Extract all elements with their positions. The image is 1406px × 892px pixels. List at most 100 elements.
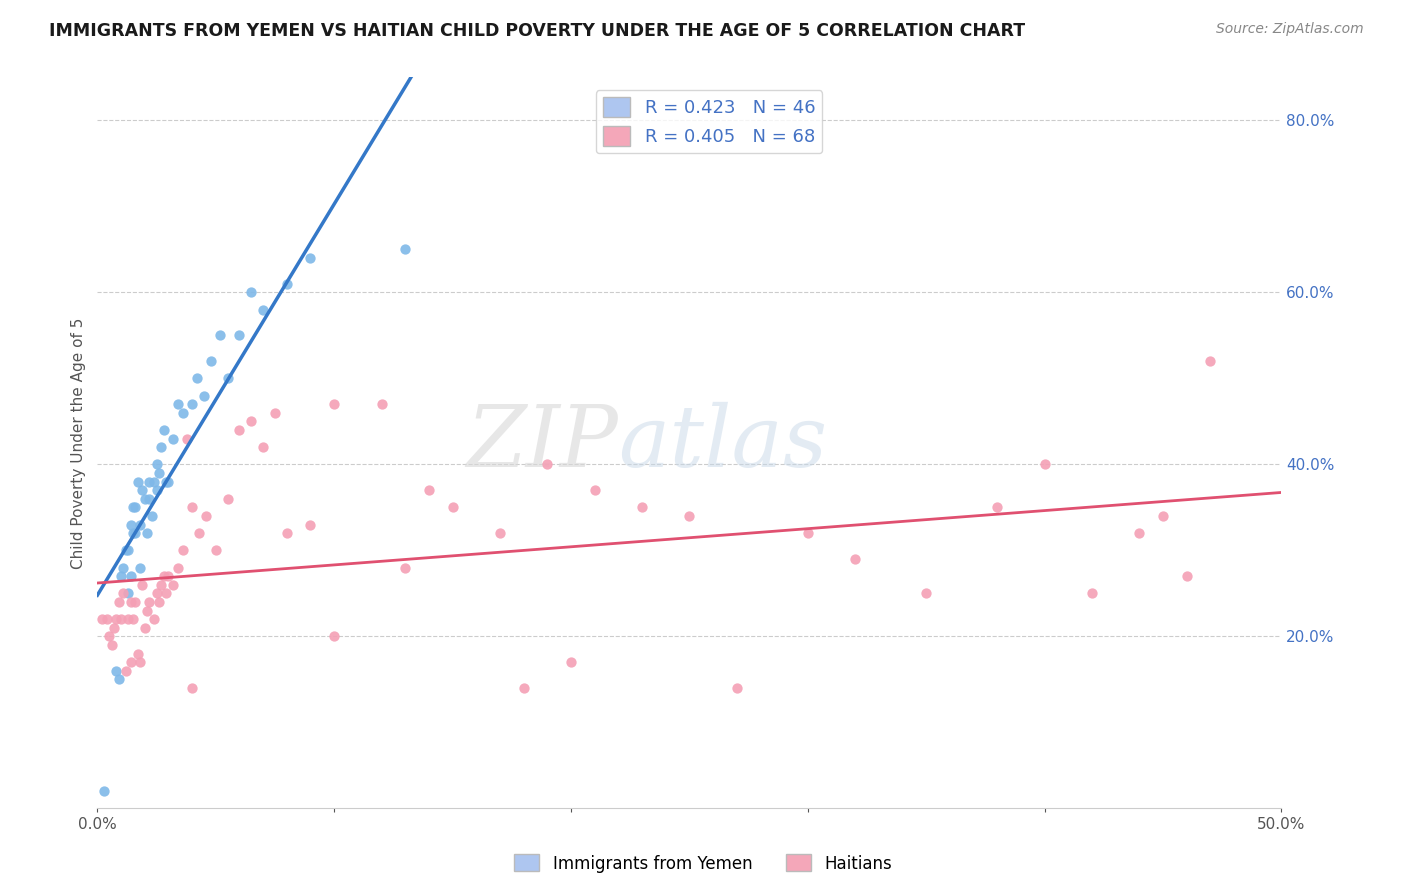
- Point: [264, 406, 287, 420]
- Point: [134, 491, 156, 506]
- Point: [1199, 354, 1222, 368]
- Point: [162, 578, 184, 592]
- Point: [129, 560, 152, 574]
- Point: [323, 629, 346, 643]
- Point: [172, 543, 194, 558]
- Point: [138, 475, 160, 489]
- Point: [200, 354, 222, 368]
- Point: [228, 328, 250, 343]
- Point: [112, 560, 135, 574]
- Point: [1152, 508, 1174, 523]
- Point: [252, 440, 274, 454]
- Point: [986, 500, 1008, 515]
- Point: [120, 655, 142, 669]
- Point: [204, 543, 226, 558]
- Point: [110, 569, 132, 583]
- Point: [122, 526, 145, 541]
- Point: [143, 475, 166, 489]
- Point: [114, 664, 136, 678]
- Point: [678, 508, 700, 523]
- Point: [181, 397, 204, 411]
- Point: [152, 423, 174, 437]
- Point: [172, 406, 194, 420]
- Point: [120, 595, 142, 609]
- Point: [124, 595, 146, 609]
- Point: [91, 612, 114, 626]
- Point: [1175, 569, 1198, 583]
- Point: [560, 655, 582, 669]
- Point: [181, 500, 204, 515]
- Point: [725, 681, 748, 695]
- Point: [110, 612, 132, 626]
- Point: [107, 595, 129, 609]
- Point: [122, 612, 145, 626]
- Point: [209, 328, 232, 343]
- Point: [145, 483, 167, 498]
- Point: [583, 483, 606, 498]
- Point: [195, 508, 218, 523]
- Point: [114, 543, 136, 558]
- Point: [134, 621, 156, 635]
- Point: [155, 475, 177, 489]
- Point: [1081, 586, 1104, 600]
- Point: [103, 621, 125, 635]
- Text: IMMIGRANTS FROM YEMEN VS HAITIAN CHILD POVERTY UNDER THE AGE OF 5 CORRELATION CH: IMMIGRANTS FROM YEMEN VS HAITIAN CHILD P…: [49, 22, 1025, 40]
- Point: [127, 647, 149, 661]
- Point: [1128, 526, 1150, 541]
- Point: [240, 285, 263, 300]
- Point: [117, 586, 139, 600]
- Point: [131, 483, 153, 498]
- Point: [162, 432, 184, 446]
- Point: [188, 526, 211, 541]
- Point: [418, 483, 440, 498]
- Point: [124, 526, 146, 541]
- Point: [276, 277, 298, 291]
- Point: [138, 491, 160, 506]
- Point: [631, 500, 654, 515]
- Point: [150, 440, 173, 454]
- Point: [145, 586, 167, 600]
- Point: [117, 543, 139, 558]
- Point: [252, 302, 274, 317]
- Point: [193, 389, 215, 403]
- Y-axis label: Child Poverty Under the Age of 5: Child Poverty Under the Age of 5: [72, 318, 86, 568]
- Point: [915, 586, 938, 600]
- Point: [107, 673, 129, 687]
- Point: [157, 475, 180, 489]
- Point: [131, 578, 153, 592]
- Point: [148, 466, 170, 480]
- Point: [155, 586, 177, 600]
- Point: [489, 526, 512, 541]
- Point: [129, 655, 152, 669]
- Point: [228, 423, 250, 437]
- Point: [176, 432, 198, 446]
- Point: [98, 629, 121, 643]
- Legend: R = 0.423   N = 46, R = 0.405   N = 68: R = 0.423 N = 46, R = 0.405 N = 68: [596, 90, 823, 153]
- Point: [152, 569, 174, 583]
- Point: [145, 458, 167, 472]
- Point: [117, 612, 139, 626]
- Point: [394, 560, 416, 574]
- Point: [512, 681, 534, 695]
- Point: [181, 681, 204, 695]
- Point: [536, 458, 558, 472]
- Text: ZIP: ZIP: [467, 401, 619, 484]
- Point: [124, 500, 146, 515]
- Point: [157, 569, 180, 583]
- Point: [370, 397, 392, 411]
- Point: [844, 552, 866, 566]
- Point: [96, 612, 118, 626]
- Point: [217, 371, 239, 385]
- Point: [441, 500, 464, 515]
- Point: [299, 517, 322, 532]
- Point: [122, 500, 145, 515]
- Point: [120, 569, 142, 583]
- Point: [240, 414, 263, 428]
- Point: [138, 595, 160, 609]
- Point: [323, 397, 346, 411]
- Text: Source: ZipAtlas.com: Source: ZipAtlas.com: [1216, 22, 1364, 37]
- Point: [167, 560, 190, 574]
- Point: [136, 604, 159, 618]
- Point: [100, 638, 122, 652]
- Point: [299, 251, 322, 265]
